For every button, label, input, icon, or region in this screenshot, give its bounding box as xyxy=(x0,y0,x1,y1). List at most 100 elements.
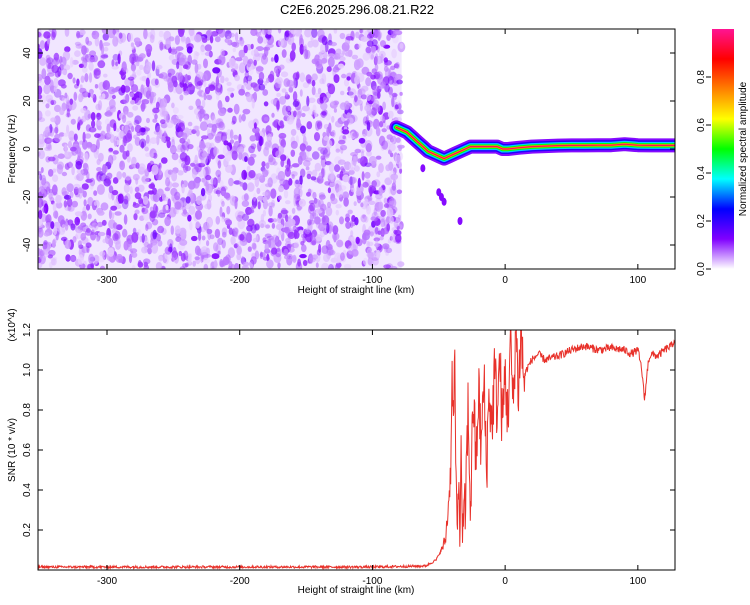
noise-blob xyxy=(159,41,164,51)
noise-blob xyxy=(297,258,301,267)
noise-blob xyxy=(99,251,106,257)
noise-blob xyxy=(123,240,129,251)
noise-blob xyxy=(289,50,296,61)
noise-blob xyxy=(283,226,291,234)
noise-blob xyxy=(190,194,194,205)
noise-blob xyxy=(387,29,393,36)
noise-blob xyxy=(236,214,243,222)
noise-blob xyxy=(258,135,263,147)
noise-blob xyxy=(188,105,194,111)
noise-blob xyxy=(136,61,140,67)
y-tick-label: 0 xyxy=(22,146,33,152)
noise-blob xyxy=(264,233,272,239)
noise-blob xyxy=(76,173,84,182)
noise-blob xyxy=(279,136,285,146)
noise-blob xyxy=(383,264,391,269)
noise-blob xyxy=(96,158,101,165)
noise-blob xyxy=(136,69,142,76)
noise-blob xyxy=(293,195,297,207)
noise-blob xyxy=(347,86,351,92)
noise-blob xyxy=(242,182,248,191)
noise-blob xyxy=(81,115,87,123)
noise-blob xyxy=(381,140,389,150)
noise-blob xyxy=(209,35,214,44)
colorbar-tick-label: 0.8 xyxy=(696,70,707,84)
snr-frame xyxy=(37,329,676,571)
noise-blob xyxy=(346,76,351,81)
noise-blob xyxy=(151,60,156,72)
noise-blob xyxy=(280,159,285,168)
noise-blob xyxy=(378,163,384,173)
noise-blob xyxy=(181,162,187,169)
noise-blob xyxy=(263,116,269,122)
noise-blob xyxy=(388,161,394,171)
noise-blob xyxy=(116,238,122,247)
noise-blob xyxy=(359,156,368,167)
noise-blob xyxy=(119,144,125,153)
noise-blob xyxy=(332,225,339,235)
noise-blob xyxy=(120,99,127,105)
noise-blob xyxy=(309,202,316,212)
noise-blob xyxy=(156,125,161,136)
noise-blob xyxy=(145,134,150,144)
noise-blob xyxy=(395,233,402,243)
noise-blob xyxy=(349,237,356,243)
noise-blob xyxy=(206,119,211,125)
noise-blob xyxy=(321,216,326,226)
noise-blob xyxy=(57,66,62,77)
noise-blob xyxy=(304,227,311,235)
noise-blob xyxy=(203,115,208,122)
noise-blob xyxy=(274,54,279,63)
noise-blob xyxy=(48,29,54,33)
noise-blob xyxy=(321,158,326,170)
noise-blob xyxy=(38,149,45,160)
noise-blob xyxy=(81,90,89,99)
noise-blob xyxy=(284,254,289,260)
noise-blob xyxy=(364,140,373,151)
noise-blob xyxy=(144,168,150,177)
noise-blob xyxy=(220,75,225,84)
noise-blob xyxy=(150,91,155,102)
noise-blob xyxy=(262,196,268,203)
noise-blob xyxy=(375,249,381,259)
noise-blob xyxy=(311,169,318,178)
noise-blob xyxy=(319,194,326,200)
noise-blob xyxy=(334,252,342,264)
noise-blob xyxy=(286,243,293,248)
noise-blob xyxy=(38,85,43,95)
noise-blob xyxy=(312,39,319,48)
noise-blob xyxy=(238,88,246,96)
noise-blob xyxy=(38,138,45,148)
noise-blob xyxy=(327,187,331,194)
noise-blob xyxy=(62,50,71,61)
noise-blob xyxy=(179,65,183,74)
noise-blob xyxy=(38,262,43,269)
noise-blob xyxy=(222,256,230,266)
noise-blob xyxy=(141,141,145,149)
noise-blob xyxy=(118,32,123,39)
noise-blob xyxy=(398,161,402,170)
noise-blob xyxy=(79,29,86,36)
noise-blob xyxy=(223,192,231,199)
noise-blob xyxy=(388,186,392,195)
noise-blob xyxy=(147,247,153,255)
noise-blob xyxy=(196,113,200,120)
noise-blob xyxy=(134,124,142,133)
noise-blob xyxy=(339,102,348,111)
noise-blob xyxy=(348,163,354,171)
noise-blob xyxy=(271,218,278,223)
noise-blob xyxy=(214,228,221,239)
noise-blob xyxy=(375,155,382,160)
noise-blob xyxy=(85,178,93,183)
noise-blob xyxy=(178,29,185,38)
noise-blob xyxy=(39,248,43,260)
noise-blob xyxy=(107,247,115,257)
noise-blob xyxy=(168,54,175,61)
noise-blob xyxy=(262,209,266,217)
noise-blob xyxy=(279,120,284,127)
noise-blob xyxy=(93,254,100,264)
noise-blob xyxy=(253,122,257,129)
noise-blob xyxy=(40,174,47,186)
noise-blob xyxy=(220,132,227,143)
noise-blob xyxy=(88,126,97,133)
